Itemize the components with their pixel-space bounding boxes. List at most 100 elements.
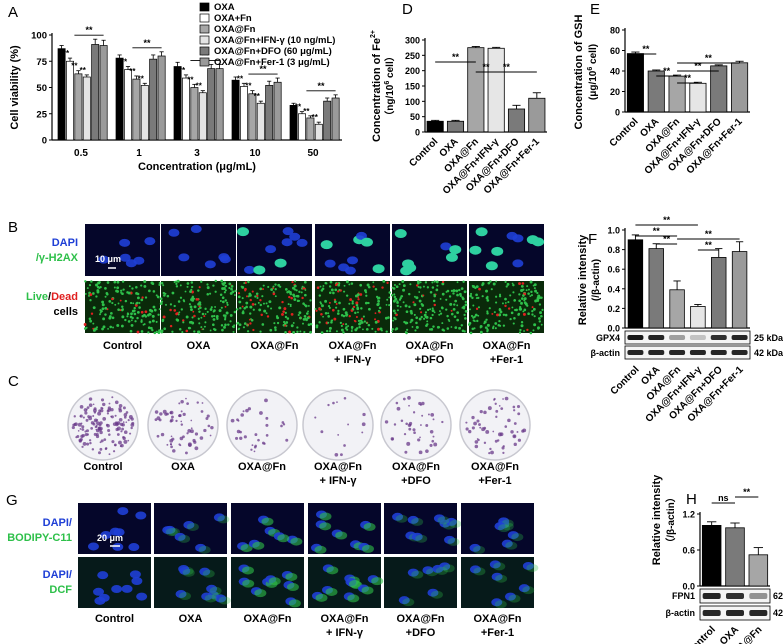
colony [81,425,85,429]
colony [88,403,93,407]
cell-dot [128,285,131,288]
cell-dot [431,313,434,317]
column-label: + IFN-γ [334,354,372,366]
colony [242,410,245,413]
colony [92,415,95,417]
nucleus [347,256,359,265]
cell-dot [473,320,476,323]
cell-dot [372,281,375,284]
cell-dot [337,283,341,287]
cell-dot [471,284,474,287]
cell-dot [278,306,282,310]
cell-dot [131,287,134,290]
cell-dot [184,290,187,293]
cell-dot [212,310,215,313]
cell-dot [404,304,408,308]
cell-dot [532,329,535,332]
colony [502,451,505,454]
cell-dot [175,285,179,288]
cell-dot [402,284,406,288]
nucleus [407,568,419,577]
colony [86,433,90,436]
colony [332,401,335,405]
colony [418,450,423,455]
cell-dot [96,289,100,292]
cell-dot [191,298,195,302]
colony [337,434,340,436]
micrograph-bodipy [154,503,230,554]
colony [471,426,475,430]
cell-dot [130,323,134,327]
cell-dot [294,280,297,283]
cell-dot [489,280,492,283]
cell-dot [197,330,200,334]
cell-dot [365,294,368,297]
colony [432,435,435,438]
cell-dot [259,303,263,307]
row-label-dapi: DAPI/ [43,569,72,581]
nucleus [109,527,121,536]
cell-dot [355,315,358,319]
cell-dot [330,288,334,292]
cell-dot [345,326,348,329]
cell-dot [127,320,131,323]
column-label: OXA@Fn [473,613,521,625]
colony [199,436,204,440]
colony [408,427,412,431]
colony [105,423,109,427]
column-label: OXA@Fn [392,461,440,473]
legend-label: OXA@Fn+Fer-1 (3 μg/mL) [214,57,330,68]
colony [180,420,183,423]
cell-dot [472,304,475,307]
cell-dot [394,312,397,315]
cell-dot [533,283,537,287]
cell-dot [181,331,184,334]
colony [413,431,416,435]
cytoplasm-green [495,574,508,583]
cell-dot [393,293,396,296]
cell-dot [268,300,272,304]
cell-dot [99,286,102,289]
cell-dot [470,314,474,317]
cytoplasm-green [241,566,254,575]
nucleus [162,526,174,535]
cell-dot [191,285,194,289]
cell-dot [135,285,138,289]
cell-dot [175,312,179,316]
cell-dot [518,308,522,311]
colony [123,416,127,419]
cell-dot [259,299,262,302]
cell-dot [468,321,472,325]
y-tick-label: 80 [610,26,620,36]
cell-dot [193,305,197,309]
colony [154,410,159,414]
significance-mark: ** [743,487,751,497]
cell-dot [284,324,287,327]
cell-dot [471,296,474,300]
colony [125,421,128,423]
cell-dot [204,307,207,311]
cell-dot [501,302,504,305]
colony [127,419,130,422]
micrograph-bodipy [461,503,534,554]
cell-dot [229,320,232,323]
cell-dot [537,327,540,330]
cell-dot [351,300,354,303]
colony [159,412,163,416]
y-tick-label: 20 [610,87,620,97]
column-label: +DFO [406,627,436,639]
cytoplasm-green [285,572,298,581]
cell-dot [212,327,216,331]
colony [108,402,111,405]
cell-dot [408,292,411,296]
colony [80,434,84,439]
bar [157,55,166,141]
cell-dot [309,322,313,326]
cell-dot [296,299,300,303]
nucleus-green [394,229,407,239]
cell-dot [273,322,276,325]
micrograph-dcf [461,557,539,609]
colony [87,415,91,418]
colony [71,425,75,430]
